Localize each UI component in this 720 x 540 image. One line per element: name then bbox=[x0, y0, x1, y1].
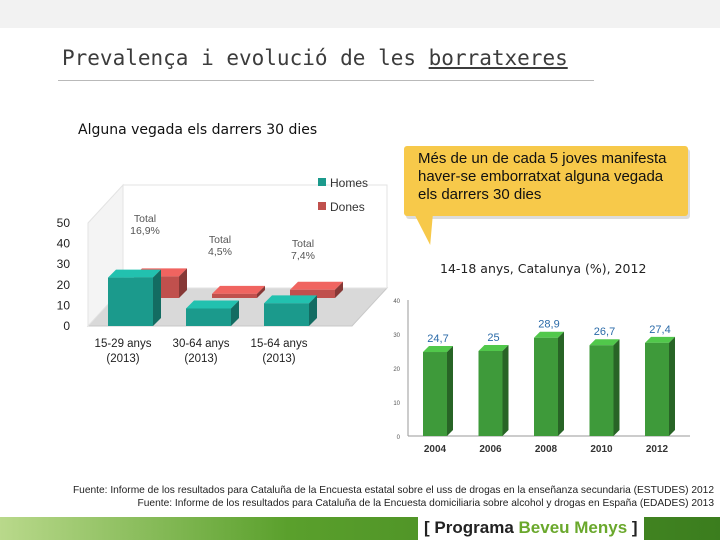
y-tick-label: 10 bbox=[57, 298, 71, 312]
total-value: 7,4% bbox=[291, 250, 315, 262]
bar-top bbox=[186, 300, 239, 309]
total-label: Total bbox=[209, 234, 231, 246]
title-prefix: Prevalença i evolució de les bbox=[62, 46, 429, 70]
bar-top bbox=[212, 285, 265, 294]
title-underlined-word: borratxeres bbox=[428, 46, 568, 70]
bar-top bbox=[108, 269, 161, 278]
brand-close: ] bbox=[631, 518, 638, 537]
x-tick-label: 15-64 anys bbox=[251, 338, 308, 350]
brand-logo: [ Programa Beveu Menys ] bbox=[418, 516, 644, 540]
x-tick-label: 15-29 anys bbox=[95, 338, 152, 350]
total-value: 4,5% bbox=[208, 246, 232, 258]
bar-top bbox=[264, 295, 317, 304]
total-label: Total bbox=[292, 238, 314, 250]
footer-source-1: Fuente: Informe de los resultados para C… bbox=[72, 485, 714, 496]
total-label: Total bbox=[134, 213, 156, 225]
legend-label: Homes bbox=[330, 176, 368, 190]
right-chart-caption: 14-18 anys, Catalunya (%), 2012 bbox=[440, 261, 647, 276]
bar-homes bbox=[108, 277, 153, 326]
bar-dones bbox=[290, 289, 335, 298]
brand-word2: Beveu Menys bbox=[518, 518, 628, 537]
callout-box: Més de un de cada 5 joves manifesta have… bbox=[404, 146, 688, 216]
bar-side bbox=[257, 285, 265, 298]
y-tick-label: 40 bbox=[57, 237, 71, 251]
bar-side bbox=[309, 295, 317, 326]
x-tick-label: 30-64 anys bbox=[173, 338, 230, 350]
y-tick-label: 20 bbox=[57, 278, 71, 292]
footer-sources: Fuente: Informe de los resultados para C… bbox=[0, 484, 714, 510]
brand-open: [ bbox=[424, 518, 430, 537]
legend-swatch bbox=[318, 178, 326, 186]
x-tick-label: (2013) bbox=[184, 353, 217, 365]
title-rule bbox=[58, 80, 594, 81]
bar-dones bbox=[212, 293, 257, 298]
total-value: 16,9% bbox=[130, 225, 160, 237]
y-tick-label: 0 bbox=[63, 319, 70, 333]
legend-swatch bbox=[318, 202, 326, 210]
bar-side bbox=[153, 269, 161, 326]
bar-top bbox=[290, 281, 343, 290]
bar-homes bbox=[264, 303, 309, 326]
bar-side bbox=[179, 268, 187, 298]
chart-subtitle: Alguna vegada els darrers 30 dies bbox=[78, 122, 318, 138]
top-band bbox=[0, 0, 720, 28]
y-tick-label: 50 bbox=[57, 216, 71, 230]
bar-side bbox=[335, 281, 343, 298]
x-tick-label: (2013) bbox=[106, 353, 139, 365]
brand-word1: Programa bbox=[434, 518, 514, 537]
bar-side bbox=[231, 300, 239, 326]
legend-label: Dones bbox=[330, 200, 365, 214]
x-tick-label: (2013) bbox=[262, 353, 295, 365]
bar-homes bbox=[186, 308, 231, 326]
slide-title: Prevalença i evolució de les borratxeres bbox=[62, 46, 568, 70]
y-tick-label: 30 bbox=[57, 257, 71, 271]
footer-source-2: Fuente: Informe de los resultados para C… bbox=[137, 498, 714, 509]
